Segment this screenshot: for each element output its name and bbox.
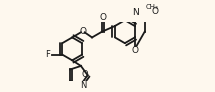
Text: O: O (79, 27, 86, 36)
Text: N: N (80, 81, 86, 90)
Text: CH₃: CH₃ (146, 4, 159, 10)
Text: N: N (132, 8, 139, 17)
Text: O: O (99, 13, 106, 22)
Text: F: F (45, 50, 50, 59)
Text: O: O (81, 70, 88, 79)
Text: O: O (131, 46, 138, 55)
Text: O: O (152, 8, 159, 16)
